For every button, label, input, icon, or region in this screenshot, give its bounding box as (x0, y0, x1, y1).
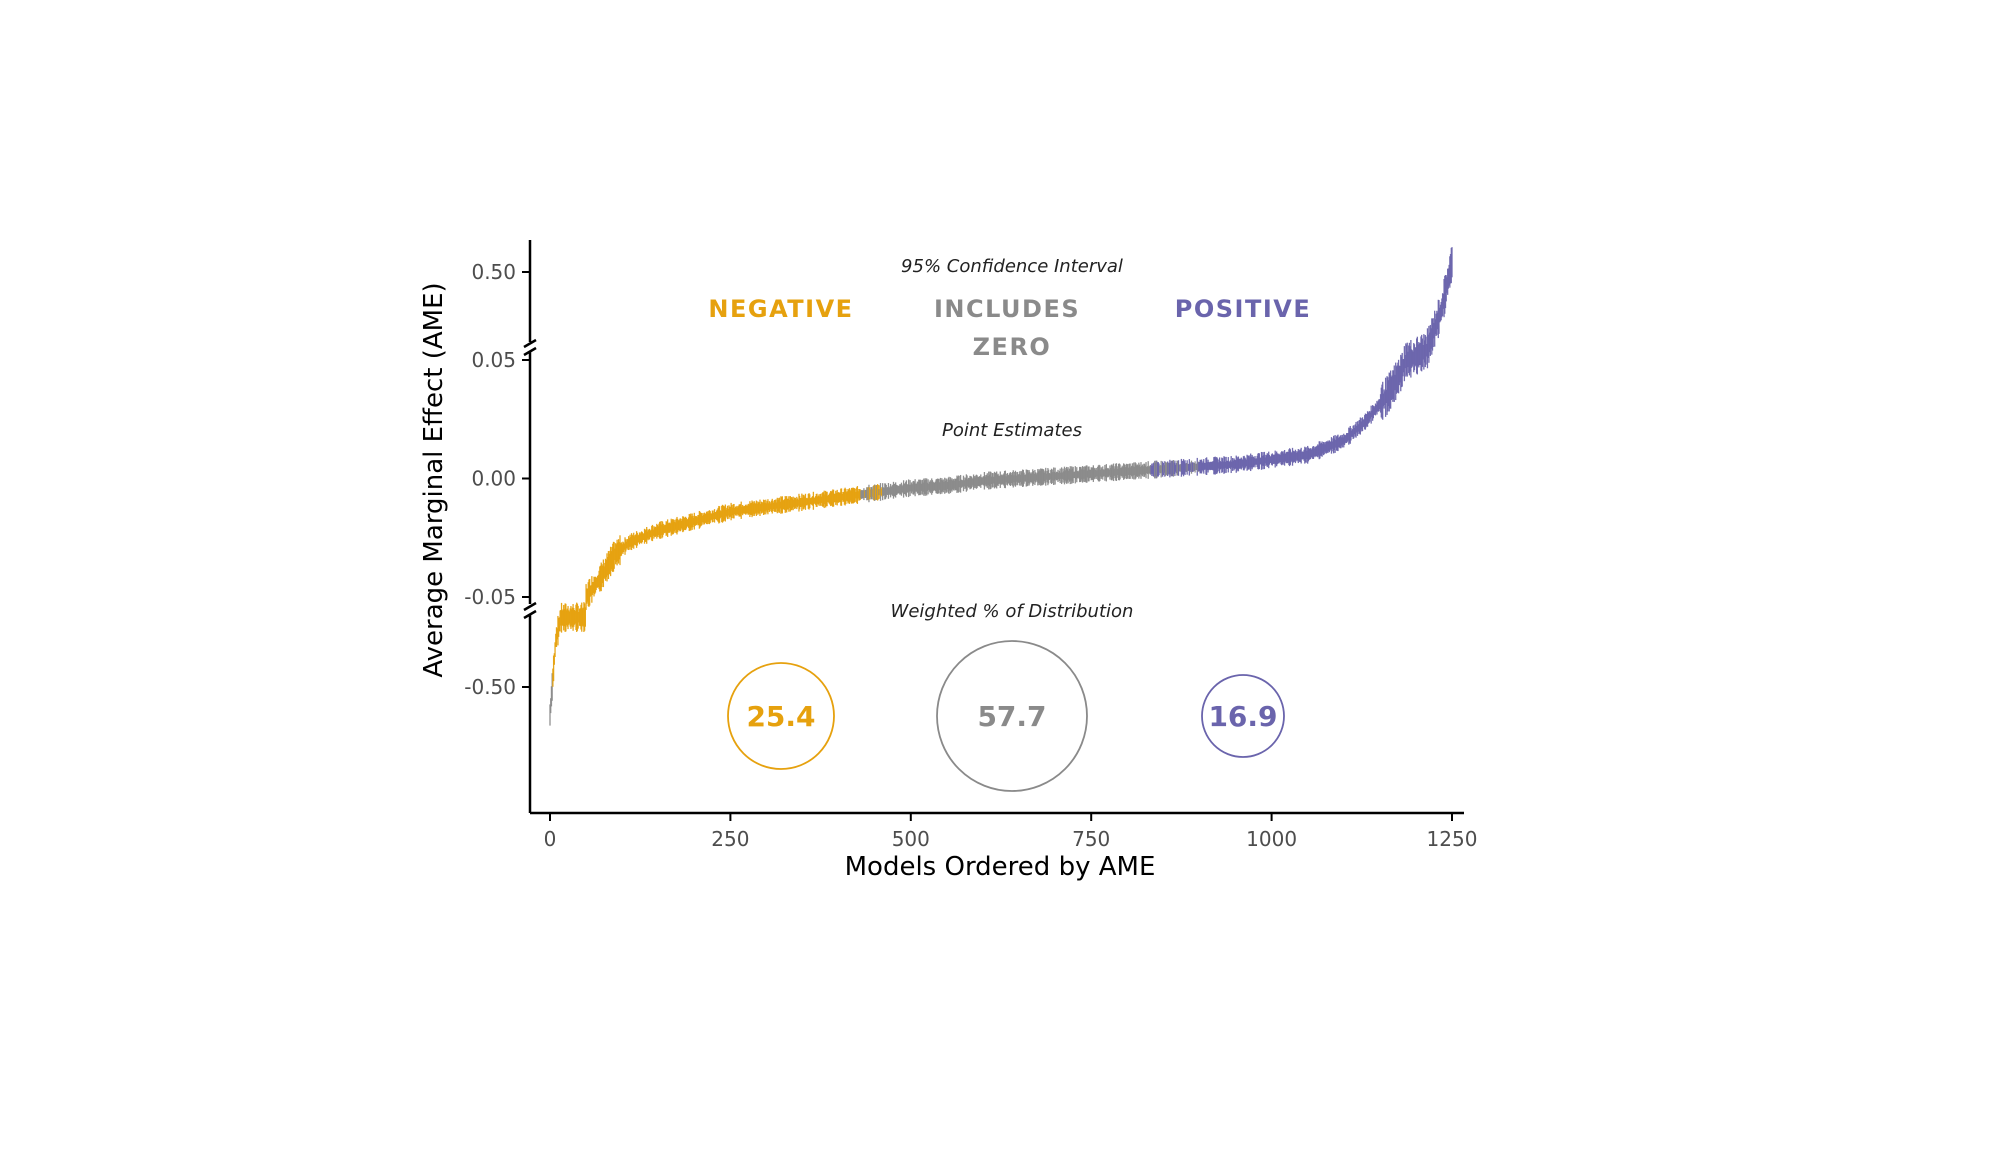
y-tick-label: -0.50 (464, 675, 516, 699)
x-tick-label: 250 (711, 827, 749, 851)
bubble-positive (1201, 674, 1285, 758)
y-tick-label: 0.00 (471, 467, 516, 491)
x-tick-label: 500 (892, 827, 930, 851)
y-tick-label: 0.05 (471, 348, 516, 372)
confidence-interval-bars (549, 247, 1453, 726)
point-estimates-annotation: Point Estimates (942, 420, 1082, 441)
category-label-includes-zero: INCLUDES ZERO (934, 295, 1090, 361)
bubble-label-positive: 16.9 (1208, 700, 1277, 733)
distribution-annotation: Weighted % of Distribution (891, 601, 1134, 622)
x-axis-ticks: 0 250 500 750 1000 1250 (544, 813, 1478, 851)
x-tick-label: 0 (544, 827, 557, 851)
ci-annotation: 95% Confidence Interval (901, 256, 1123, 277)
category-label-includes-zero-line1: INCLUDES (934, 295, 1080, 323)
x-axis-title: Models Ordered by AME (845, 852, 1156, 882)
y-axis-ticks: 0.50 0.05 0.00 -0.05 -0.50 (464, 260, 530, 699)
category-label-includes-zero-line2: ZERO (973, 333, 1052, 361)
category-label-positive: POSITIVE (1175, 295, 1311, 323)
y-axis-line (523, 240, 537, 813)
bubble-label-includes-zero: 57.7 (977, 700, 1046, 733)
x-tick-label: 750 (1072, 827, 1110, 851)
y-tick-label: 0.50 (471, 260, 516, 284)
bubble-includes-zero (936, 640, 1088, 792)
y-axis-title: Average Marginal Effect (AME) (419, 282, 449, 677)
bubble-negative (727, 662, 835, 770)
bubble-label-negative: 25.4 (746, 700, 815, 733)
x-tick-label: 1250 (1427, 827, 1478, 851)
axes: 0.50 0.05 0.00 -0.05 -0.50 0 250 500 750 1000 125… (464, 240, 1477, 851)
distribution-bubbles: 25.4 57.7 16.9 (727, 640, 1285, 792)
category-label-negative: NEGATIVE (708, 295, 853, 323)
y-tick-label: -0.05 (464, 585, 516, 609)
x-tick-label: 1000 (1246, 827, 1297, 851)
